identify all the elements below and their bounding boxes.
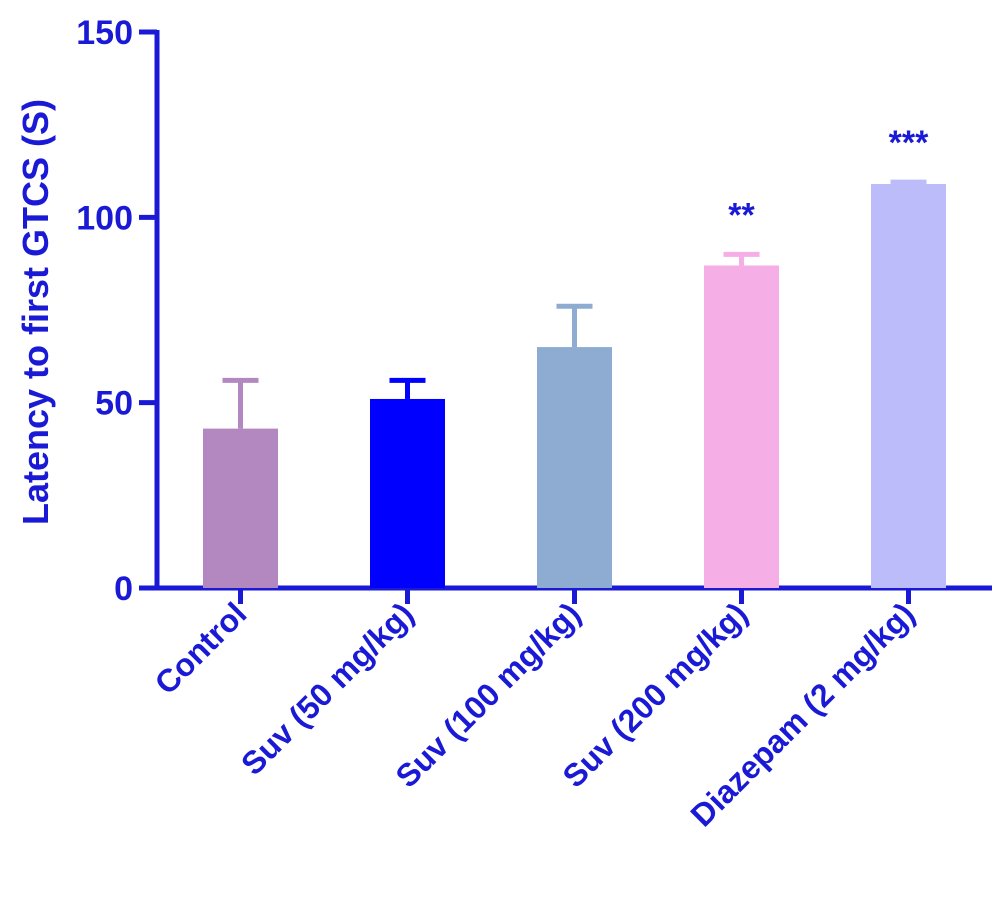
bar [370, 398, 445, 588]
significance-label: ** [728, 196, 755, 234]
bar [203, 428, 278, 588]
x-tick-label: Suv (100 mg/kg) [388, 595, 587, 794]
x-tick-label: Suv (200 mg/kg) [555, 595, 754, 794]
y-tick-label: 0 [114, 570, 133, 608]
bar [704, 265, 779, 588]
y-tick-label: 50 [95, 385, 133, 423]
bar [537, 347, 612, 588]
y-tick-label: 100 [76, 199, 133, 237]
bar [871, 183, 946, 588]
y-axis-label: Latency to first GTCS (S) [15, 99, 56, 525]
bars: ***** [203, 124, 946, 588]
x-tick-label: Suv (50 mg/kg) [234, 595, 420, 781]
significance-label: *** [889, 124, 929, 162]
y-tick-label: 150 [76, 14, 133, 52]
x-tick-label: Control [148, 595, 254, 701]
